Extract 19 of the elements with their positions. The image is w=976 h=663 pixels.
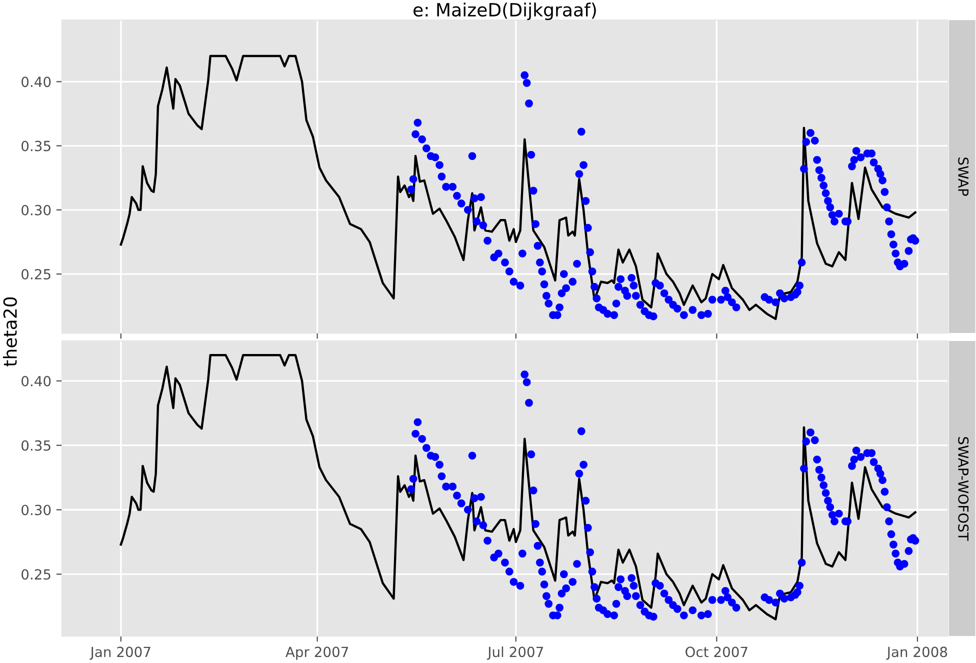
y-tick-label: 0.40 — [22, 76, 51, 88]
y-tick-label: 0.25 — [22, 268, 50, 280]
y-tick-label: 0.40 — [22, 376, 51, 386]
y-tick-label: 0.25 — [22, 569, 50, 580]
x-tick-label: Jan 2008 — [886, 646, 948, 660]
line-series — [120, 354, 916, 620]
text: SWAP — [958, 158, 969, 196]
x-tick-label: Jul 2007 — [486, 646, 543, 660]
y-tick-label: 0.30 — [22, 204, 51, 216]
y-tick-label: 0.35 — [22, 140, 50, 152]
text: SWAP-WOFOST — [958, 437, 969, 541]
y-axis-title: theta20 — [2, 297, 17, 366]
y-tick-label: 0.35 — [22, 440, 50, 451]
x-tick-label: Jan 2007 — [90, 646, 150, 660]
x-tick-label: Oct 2007 — [686, 646, 748, 658]
x-tick-label: Apr 2007 — [286, 646, 348, 660]
y-tick-label: 0.30 — [22, 504, 51, 516]
line-series — [120, 54, 916, 320]
chart-title: e: MaizeD(Dijkgraaf) — [414, 2, 596, 20]
